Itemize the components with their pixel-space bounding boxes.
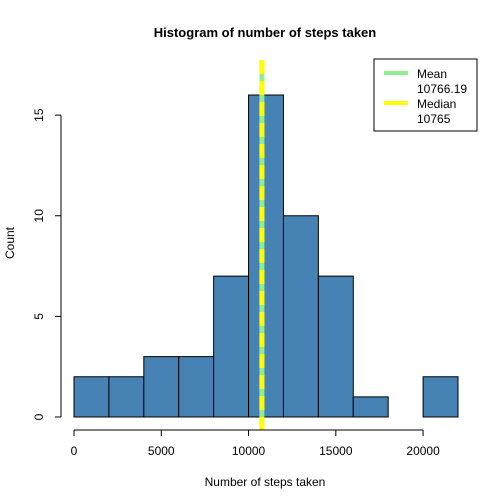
y-tick-label: 0	[32, 413, 46, 420]
histogram-bar	[108, 376, 145, 418]
legend-label-mean-value: 10766.19	[417, 82, 467, 96]
x-axis: 0 5000 10000 15000 20000	[71, 429, 440, 458]
histogram-bar	[73, 376, 110, 418]
histogram-bar	[213, 275, 250, 418]
x-tick-label: 15000	[319, 444, 353, 458]
histogram-bar	[422, 376, 459, 418]
x-tick-label: 5000	[148, 444, 175, 458]
x-axis-label: Number of steps taken	[205, 475, 326, 489]
histogram-bar	[352, 396, 389, 418]
histogram-bar	[143, 356, 180, 418]
y-axis: 0 5 10 15	[32, 108, 62, 420]
histogram-bar	[282, 215, 319, 418]
legend-label-mean-name: Mean	[417, 67, 447, 81]
x-tick-label: 20000	[406, 444, 440, 458]
legend: Mean 10766.19 Median 10765	[373, 58, 478, 132]
bars-group	[73, 94, 459, 418]
histogram-bar	[317, 275, 354, 418]
legend-label-median-name: Median	[417, 97, 456, 111]
y-tick-label: 15	[32, 108, 46, 122]
legend-label-median-value: 10765	[417, 112, 451, 126]
y-axis-label: Count	[3, 226, 17, 259]
y-tick-label: 10	[32, 209, 46, 223]
x-tick-label: 0	[71, 444, 78, 458]
x-tick-label: 10000	[232, 444, 266, 458]
y-tick-label: 5	[32, 313, 46, 320]
histogram-bar	[248, 94, 284, 418]
chart-title: Histogram of number of steps taken	[154, 25, 377, 40]
histogram-bar	[178, 356, 215, 418]
